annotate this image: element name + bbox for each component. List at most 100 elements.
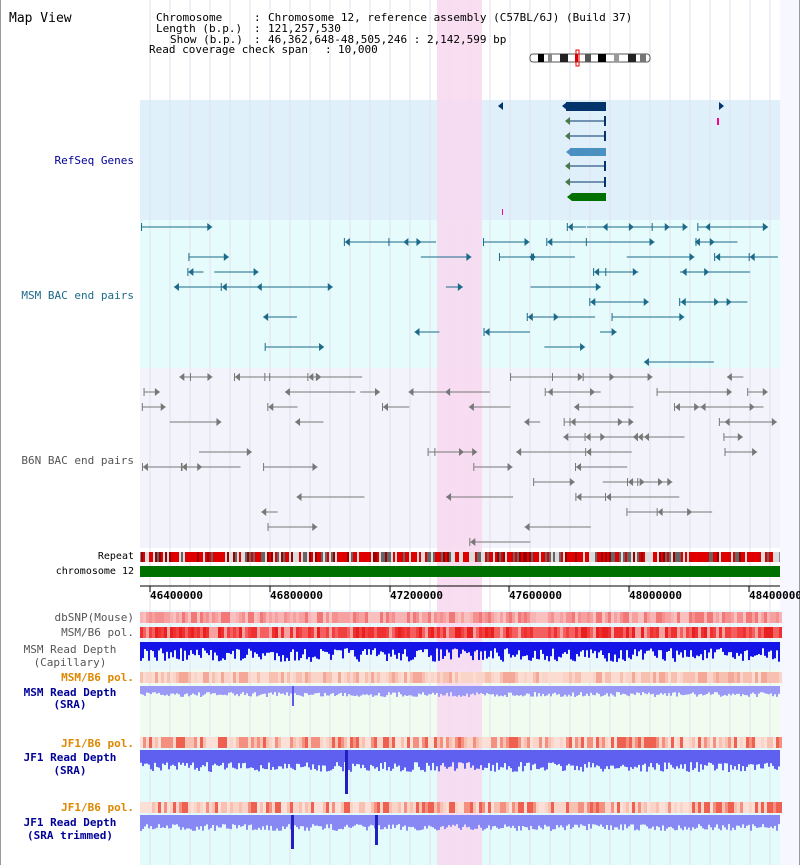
msm-pol2-cell xyxy=(290,672,293,683)
dbsnp-cell xyxy=(674,612,677,623)
msm-sra-depth-bar xyxy=(686,686,688,695)
msm-pol2-cell xyxy=(401,672,404,683)
repeat-cell xyxy=(391,552,393,562)
msm-cap-depth-bar xyxy=(482,642,484,660)
msm-cap-depth-bar xyxy=(372,642,374,651)
dbsnp-cell xyxy=(542,612,545,623)
repeat-cell xyxy=(613,552,615,562)
b6n-pair-end xyxy=(544,388,546,396)
dbsnp-cell xyxy=(356,612,359,623)
b6n-pair-arrow-icon xyxy=(268,403,274,411)
msm-bac-pairs-track[interactable] xyxy=(141,223,778,366)
msm-cap-depth-bar xyxy=(704,642,706,651)
msm-sra-depth-bar xyxy=(528,686,530,694)
msm-sra-depth-bar xyxy=(414,686,416,697)
repeat-cell xyxy=(229,552,231,562)
msm-pol2-cell xyxy=(422,672,425,683)
jf1-pol2-cell xyxy=(443,802,446,813)
b6n-pair-end xyxy=(233,373,235,381)
msm-sra-depth-bar xyxy=(772,686,774,697)
dbsnp-cell xyxy=(596,612,599,623)
msm-cap-depth-bar xyxy=(302,642,304,655)
msm-cap-depth-bar xyxy=(200,642,202,658)
repeat-cell xyxy=(687,552,689,562)
msm-pol2-cell xyxy=(527,672,530,683)
jf1-trim-depth-bar xyxy=(594,815,596,825)
msm-pol2-cell xyxy=(668,672,671,683)
msm-cap-depth-bar xyxy=(710,642,712,649)
msm-pol2-cell xyxy=(284,672,287,683)
track-label-b6n-bac[interactable]: B6N BAC end pairs xyxy=(21,454,134,467)
jf1-depth-bar xyxy=(320,750,322,772)
jf1-pol2-cell xyxy=(602,802,605,813)
msm-pol-cell xyxy=(443,627,446,638)
track-label-msm-bac[interactable]: MSM BAC end pairs xyxy=(21,289,134,302)
dbsnp-cell xyxy=(455,612,458,623)
b6n-pair-arrow-icon xyxy=(569,478,575,486)
dbsnp-cell xyxy=(614,612,617,623)
jf1-pol2-cell xyxy=(380,802,383,813)
msm-cap-depth-bar xyxy=(170,642,172,653)
chromosome-ideogram[interactable] xyxy=(529,49,651,67)
jf1-pol2-cell xyxy=(143,802,146,813)
ideogram-marker xyxy=(575,49,580,67)
jf1-pol-cell xyxy=(674,737,677,748)
repeat-cell xyxy=(347,552,349,562)
jf1-depth-bar xyxy=(674,750,676,770)
dbsnp-cell xyxy=(140,612,143,623)
jf1-depth-bar xyxy=(580,750,582,767)
b6n-bac-pairs-track[interactable] xyxy=(141,373,777,546)
dbsnp-cell xyxy=(467,612,470,623)
selection-highlight[interactable] xyxy=(437,0,482,865)
dbsnp-cell xyxy=(158,612,161,623)
repeat-cell xyxy=(387,552,389,562)
repeat-cell xyxy=(399,552,401,562)
jf1-pol2-cell xyxy=(662,802,665,813)
msm-sra-depth-bar xyxy=(276,686,278,696)
jf1-pol-cell xyxy=(161,737,164,748)
msm-cap-depth-bar xyxy=(348,642,350,653)
msm-cap-depth-bar xyxy=(594,642,596,651)
jf1-pol-cell xyxy=(683,737,686,748)
msm-pol-cell xyxy=(161,627,164,638)
gene-arrow-icon xyxy=(565,117,570,125)
jf1-trim-depth-bar xyxy=(764,815,766,828)
msm-pol2-cell xyxy=(665,672,668,683)
msm-sra-depth-bar xyxy=(268,686,270,694)
jf1-pol-cell xyxy=(728,737,731,748)
refseq-genes-track[interactable] xyxy=(498,102,724,215)
repeat-cell xyxy=(255,552,257,562)
msm-cap-depth-bar xyxy=(252,642,254,658)
msm-sra-depth-bar xyxy=(688,686,690,695)
jf1-trim-depth-bar xyxy=(324,815,326,829)
msm-sra-depth-bar xyxy=(178,686,180,695)
jf1-depth-bar xyxy=(226,750,228,768)
jf1-trim-depth-bar xyxy=(276,815,278,829)
track-label-refseq[interactable]: RefSeq Genes xyxy=(54,154,134,167)
jf1-pol-cell xyxy=(353,737,356,748)
dbsnp-cell xyxy=(755,612,758,623)
msm-sra-depth-bar xyxy=(622,686,624,694)
jf1-trim-depth-bar xyxy=(364,815,366,827)
jf1-trim-depth-bar xyxy=(150,815,152,827)
msm-sra-depth-bar xyxy=(232,686,234,694)
msm-sra-depth-bar xyxy=(576,686,578,696)
msm-pol-cell xyxy=(578,627,581,638)
dbsnp-cell xyxy=(509,612,512,623)
repeat-cell xyxy=(735,552,737,562)
msm-sra-depth-bar xyxy=(358,686,360,697)
jf1-trim-depth-bar xyxy=(636,815,638,830)
jf1-trim-depth-bar xyxy=(722,815,724,826)
msm-cap-depth-bar xyxy=(266,642,268,653)
repeat-cell xyxy=(377,552,379,562)
jf1-trim-depth-bar xyxy=(340,815,342,829)
jf1-pol2-cell xyxy=(590,802,593,813)
jf1-depth-bar xyxy=(458,750,460,763)
jf1-pol2-cell xyxy=(710,802,713,813)
jf1-pol-cell xyxy=(764,737,767,748)
jf1-pol2-cell xyxy=(269,802,272,813)
jf1-pol-cell xyxy=(389,737,392,748)
msm-cap-depth-bar xyxy=(692,642,694,657)
repeat-cell xyxy=(339,552,341,562)
msm-pair-end xyxy=(546,238,548,246)
